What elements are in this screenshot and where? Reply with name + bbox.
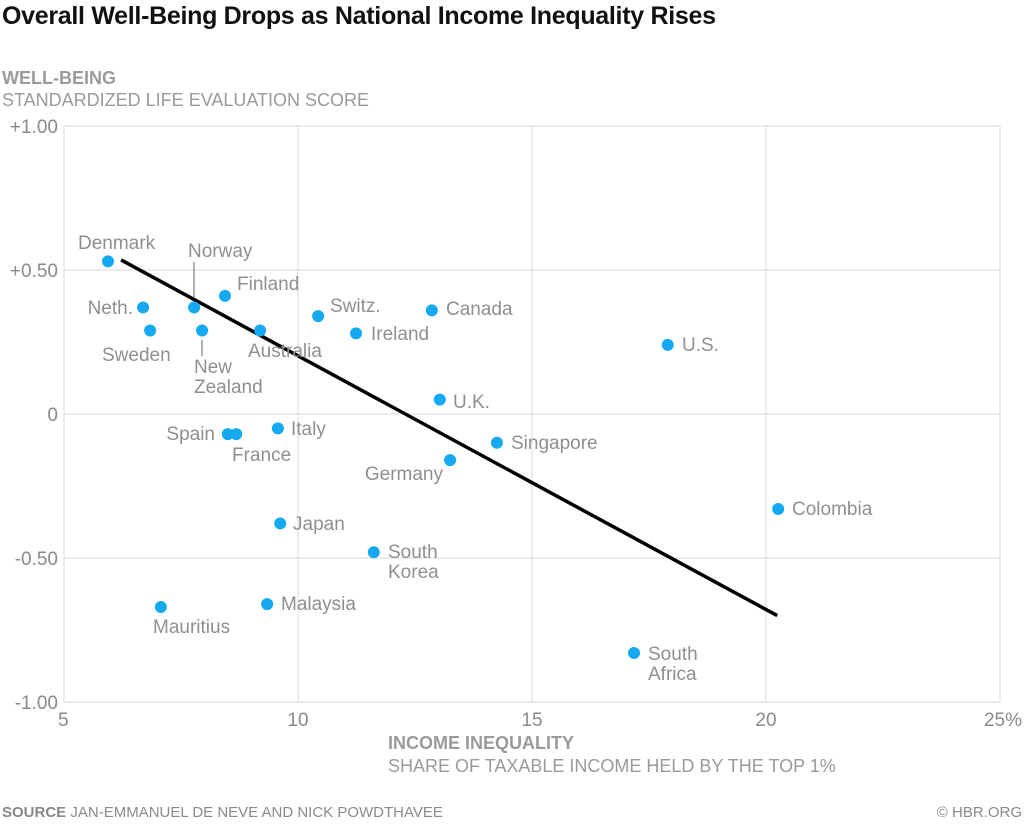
point-label: France xyxy=(232,445,291,466)
data-point xyxy=(490,436,503,449)
x-tick-label: 10 xyxy=(287,710,308,731)
data-point xyxy=(218,289,231,302)
point-label: U.K. xyxy=(453,392,490,413)
y-tick-label: +1.00 xyxy=(10,117,58,138)
data-point xyxy=(188,301,201,314)
trend-line xyxy=(120,258,779,618)
point-label: Italy xyxy=(291,419,326,440)
x-tick-label: 20 xyxy=(755,710,776,731)
credit: © HBR.ORG xyxy=(936,804,1022,821)
data-point xyxy=(154,600,167,613)
point-label: Colombia xyxy=(792,499,873,520)
point-label: Neth. xyxy=(88,298,133,319)
data-point xyxy=(221,428,234,441)
y-tick-label: 0 xyxy=(47,405,58,426)
data-point xyxy=(137,301,150,314)
point-label: South Korea xyxy=(388,542,439,583)
point-label: Finland xyxy=(237,274,299,295)
y-tick-label: -0.50 xyxy=(15,549,58,570)
point-label: U.S. xyxy=(682,335,719,356)
point-label: Singapore xyxy=(511,433,598,454)
data-point xyxy=(101,255,114,268)
point-label: Sweden xyxy=(102,345,171,366)
data-point xyxy=(230,428,243,441)
y-tick-label: -1.00 xyxy=(15,693,58,714)
point-label: Germany xyxy=(365,464,444,485)
point-label: Canada xyxy=(446,299,513,320)
data-point xyxy=(254,324,267,337)
point-label: Japan xyxy=(293,514,345,535)
point-label: Denmark xyxy=(78,233,156,254)
source-label: SOURCE xyxy=(2,804,67,821)
data-point xyxy=(661,338,674,351)
point-label: Spain xyxy=(166,424,215,445)
data-point xyxy=(444,454,457,467)
x-tick-label: 5 xyxy=(58,710,69,731)
data-point xyxy=(425,304,438,317)
x-tick-label: 25% xyxy=(984,710,1022,731)
x-axis-sublabel: SHARE OF TAXABLE INCOME HELD BY THE TOP … xyxy=(388,756,836,776)
point-label: Australia xyxy=(248,341,322,362)
data-point xyxy=(196,324,209,337)
point-label: Malaysia xyxy=(281,594,356,615)
y-tick-label: +0.50 xyxy=(10,261,58,282)
x-tick-label: 15 xyxy=(521,710,542,731)
point-label: South Africa xyxy=(648,644,698,685)
y-axis-label: WELL-BEING xyxy=(2,68,116,88)
chart-title: Overall Well-Being Drops as National Inc… xyxy=(2,2,716,30)
data-point xyxy=(772,503,785,516)
source-text: JAN-EMMANUEL DE NEVE AND NICK POWDTHAVEE xyxy=(70,804,443,821)
data-point xyxy=(367,546,380,559)
point-label: New Zealand xyxy=(194,357,263,398)
data-point xyxy=(144,324,157,337)
point-label: Norway xyxy=(188,241,253,262)
data-point xyxy=(271,422,284,435)
x-axis-label: INCOME INEQUALITY xyxy=(388,733,575,753)
data-point xyxy=(312,310,325,323)
data-point xyxy=(261,598,274,611)
data-point xyxy=(274,517,287,530)
data-point xyxy=(350,327,363,340)
source-note: SOURCE JAN-EMMANUEL DE NEVE AND NICK POW… xyxy=(2,804,443,821)
data-point xyxy=(433,393,446,406)
y-axis-sublabel: STANDARDIZED LIFE EVALUATION SCORE xyxy=(2,90,370,110)
point-label: Mauritius xyxy=(153,617,230,638)
point-label: Switz. xyxy=(330,296,381,317)
data-point xyxy=(628,647,641,660)
point-label: Ireland xyxy=(371,324,429,345)
